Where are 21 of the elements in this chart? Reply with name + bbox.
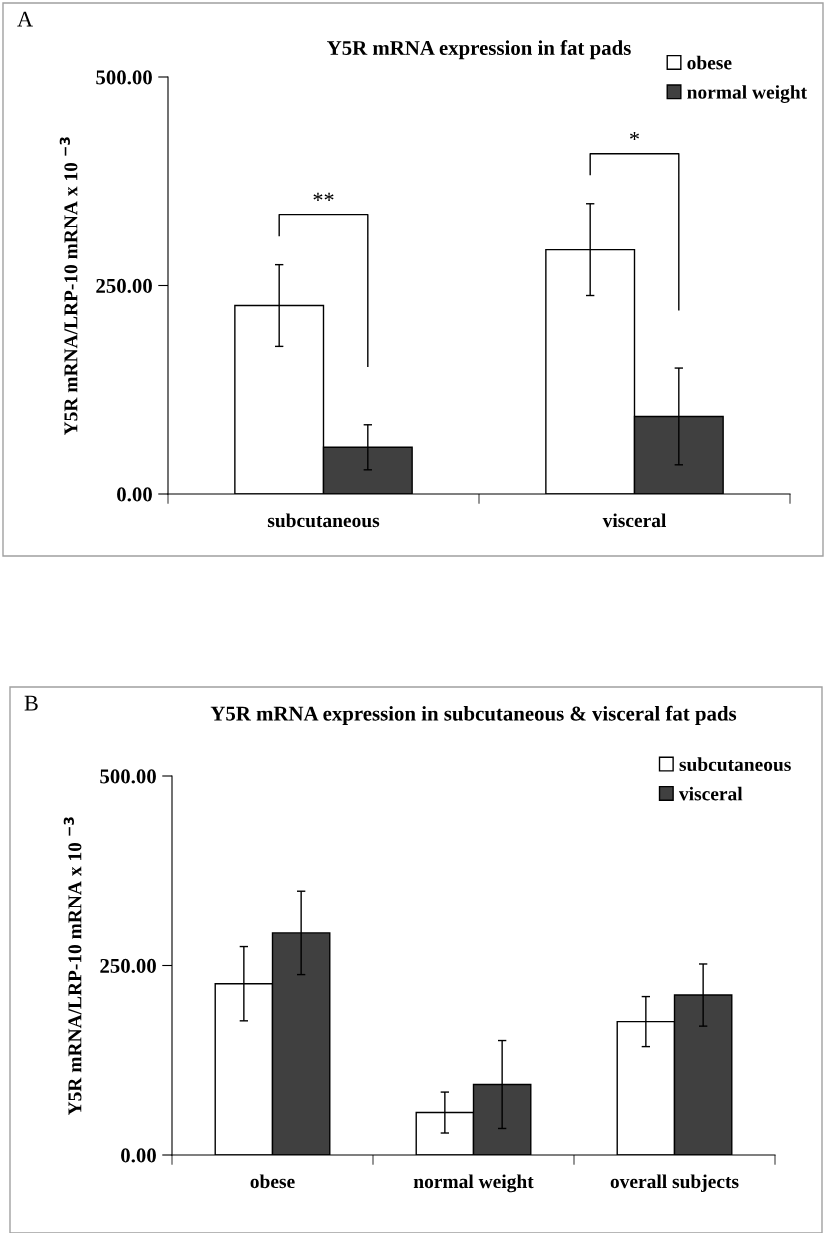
x-tick-label: obese: [250, 1174, 295, 1189]
y-tick-label: 250.00: [100, 958, 156, 974]
y-tick-label: 500.00: [96, 70, 152, 85]
text: B: [24, 695, 38, 711]
y-tick-label: 0.00: [121, 1148, 156, 1163]
x-tick-label: normal weight: [413, 1174, 534, 1193]
y-tick-label: 500.00: [100, 769, 156, 784]
y-tick-label: 0.00: [117, 487, 152, 502]
chart-title: Y5R mRNA expression in fat pads: [327, 40, 631, 60]
chart-title: Y5R mRNA expression in subcutaneous & visceral fat pads: [210, 705, 737, 725]
y-axis-title: Y5R mRNA/LRP-10 mRNA x 10 $^{−3}$: [63, 817, 82, 1116]
legend-label: visceral: [678, 786, 743, 801]
legend-label: normal weight: [687, 85, 808, 103]
legend-label: obese: [687, 55, 732, 70]
annotation: *: [630, 131, 639, 141]
x-tick-label: overall subjects: [610, 1174, 739, 1193]
text: A: [17, 11, 33, 27]
y-axis-title: Y5R mRNA/LRP-10 mRNA x 10 $^{−3}$: [59, 137, 78, 436]
legend-label: subcutaneous: [679, 757, 791, 772]
y-tick-label: 250.00: [96, 278, 152, 294]
annotation: **: [313, 192, 334, 201]
